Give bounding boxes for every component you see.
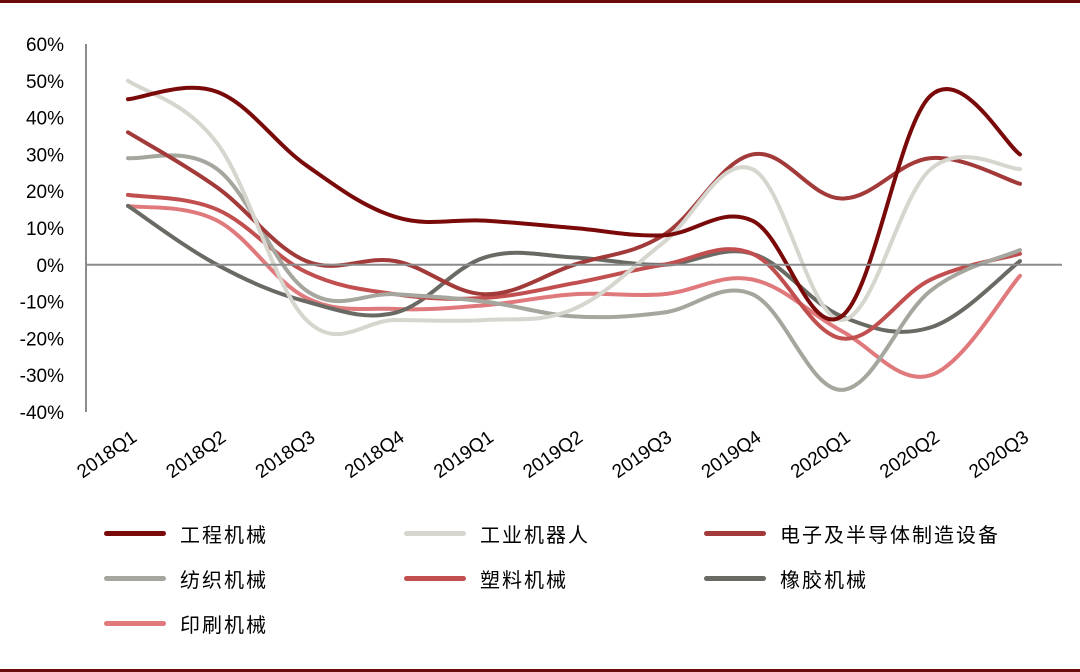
series-line: [126, 85, 1022, 322]
x-tick-label: 2018Q3: [252, 427, 319, 483]
x-tick-label: 2019Q4: [698, 427, 766, 483]
legend-swatch: [704, 575, 766, 581]
legend-label: 电子及半导体制造设备: [780, 522, 1000, 547]
top-border: [0, 0, 1080, 3]
y-tick-label: 40%: [26, 109, 64, 130]
legend-swatch: [404, 530, 466, 536]
series-line: [126, 192, 1022, 341]
legend-swatch: [104, 575, 166, 581]
series-lines: [126, 78, 1022, 392]
legend-item: 纺织机械: [104, 558, 268, 598]
legend-label: 工业机器人: [480, 522, 590, 547]
legend-label: 纺织机械: [180, 567, 268, 592]
legend-label: 工程机械: [180, 522, 268, 547]
series-line: [126, 203, 1022, 379]
y-tick-label: -10%: [20, 293, 64, 314]
y-tick-label: -30%: [20, 366, 64, 387]
legend: 工程机械 工业机器人 电子及半导体制造设备纺织机械 塑料机械 橡胶机械印刷机械: [0, 505, 1080, 655]
y-tick-label: 20%: [26, 182, 64, 203]
x-tick-label: 2018Q2: [163, 427, 230, 483]
legend-swatch: [104, 620, 166, 626]
y-tick-label: 50%: [26, 72, 64, 93]
legend-item: 橡胶机械: [704, 558, 868, 598]
legend-label: 橡胶机械: [780, 567, 868, 592]
legend-item: 工业机器人: [404, 513, 590, 553]
x-tick-label: 2020Q3: [965, 427, 1032, 483]
legend-label: 塑料机械: [480, 567, 568, 592]
x-tick-label: 2019Q2: [519, 427, 586, 483]
legend-item: 印刷机械: [104, 603, 268, 643]
series-line: [126, 153, 1022, 392]
x-tick-label: 2018Q4: [341, 427, 409, 483]
x-tick-label: 2020Q1: [787, 427, 854, 483]
x-tick-label: 2020Q2: [876, 427, 943, 483]
x-tick-label: 2019Q3: [609, 427, 676, 483]
x-tick-label: 2019Q1: [430, 427, 497, 483]
y-tick-label: -20%: [20, 329, 64, 350]
x-tick-label: 2018Q1: [73, 427, 140, 483]
legend-item: 工程机械: [104, 513, 268, 553]
y-axis-labels: 60% 50% 40% 30% 20% 10% 0% -10% -20% -30% -40%: [20, 35, 64, 424]
legend-swatch: [704, 530, 766, 536]
series-line: [126, 203, 1022, 334]
legend-swatch: [404, 575, 466, 581]
y-tick-label: 30%: [26, 145, 64, 166]
y-tick-label: 60%: [26, 35, 64, 56]
series-line: [126, 78, 1022, 337]
y-tick-label: 10%: [26, 219, 64, 240]
x-axis-labels: 2018Q1 2018Q2 2018Q3 2018Q4 2019Q1 2019Q2 2019…: [73, 427, 1032, 483]
y-tick-label: -40%: [20, 403, 64, 424]
legend-item: 电子及半导体制造设备: [704, 513, 1000, 553]
legend-swatch: [104, 530, 166, 536]
bottom-border: [0, 669, 1080, 672]
y-tick-label: 0%: [37, 256, 65, 277]
legend-label: 印刷机械: [180, 612, 268, 637]
legend-item: 塑料机械: [404, 558, 568, 598]
